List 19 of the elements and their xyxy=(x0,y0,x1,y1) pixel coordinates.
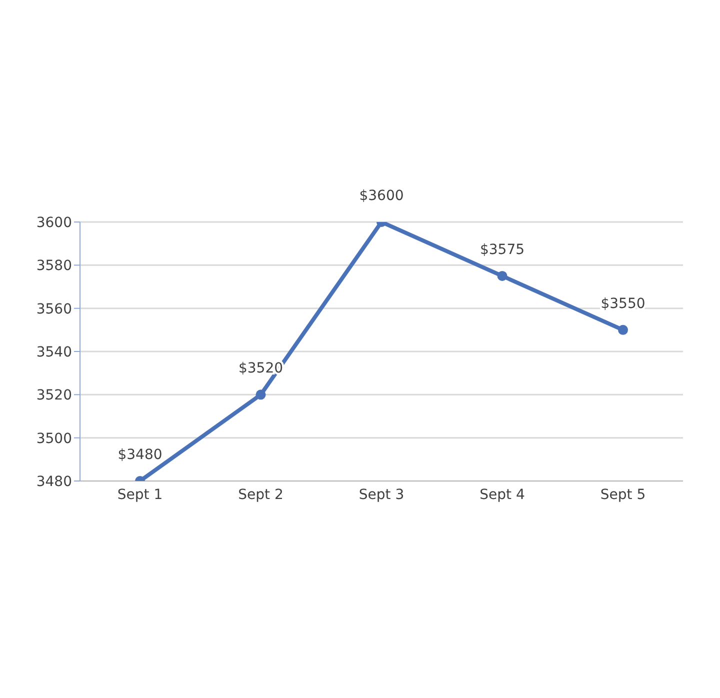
data-label: $3480 xyxy=(118,447,162,463)
y-tick-label: 3560 xyxy=(36,301,72,318)
y-tick-label: 3600 xyxy=(36,214,72,231)
x-tick-label: Sept 3 xyxy=(358,486,404,503)
x-tick-label: Sept 5 xyxy=(600,486,646,503)
y-tick-label: 3520 xyxy=(36,388,72,404)
x-tick-label: Sept 4 xyxy=(480,486,525,503)
point xyxy=(497,270,508,281)
data-label: $3575 xyxy=(480,242,525,258)
x-tick-label: Sept 2 xyxy=(238,486,284,503)
y-tick-label: 3480 xyxy=(36,474,72,490)
x-tick-label: Sept 1 xyxy=(117,486,163,503)
data-label: $3600 xyxy=(359,188,404,204)
y-tick-label: 3580 xyxy=(36,258,72,274)
data-label: $3550 xyxy=(600,296,646,312)
y-tick-label: 3540 xyxy=(36,344,72,360)
point xyxy=(618,324,628,335)
point xyxy=(256,390,266,400)
y-tick-label: 3500 xyxy=(36,430,72,447)
